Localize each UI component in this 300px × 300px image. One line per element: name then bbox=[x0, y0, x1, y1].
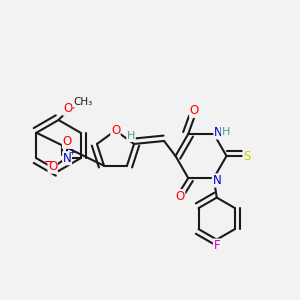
Text: H: H bbox=[127, 131, 135, 142]
Text: N: N bbox=[214, 126, 223, 139]
Text: +: + bbox=[68, 148, 75, 157]
Text: N: N bbox=[212, 174, 221, 187]
Text: O: O bbox=[190, 104, 199, 117]
Text: S: S bbox=[243, 149, 250, 163]
Text: H: H bbox=[222, 128, 230, 137]
Text: F: F bbox=[213, 239, 220, 252]
Text: −: − bbox=[44, 156, 54, 169]
Text: O: O bbox=[176, 190, 185, 202]
Text: CH₃: CH₃ bbox=[73, 97, 92, 107]
Text: N: N bbox=[63, 152, 71, 165]
Text: O: O bbox=[62, 135, 72, 148]
Text: O: O bbox=[63, 102, 72, 115]
Text: O: O bbox=[48, 160, 57, 173]
Text: O: O bbox=[111, 124, 120, 137]
